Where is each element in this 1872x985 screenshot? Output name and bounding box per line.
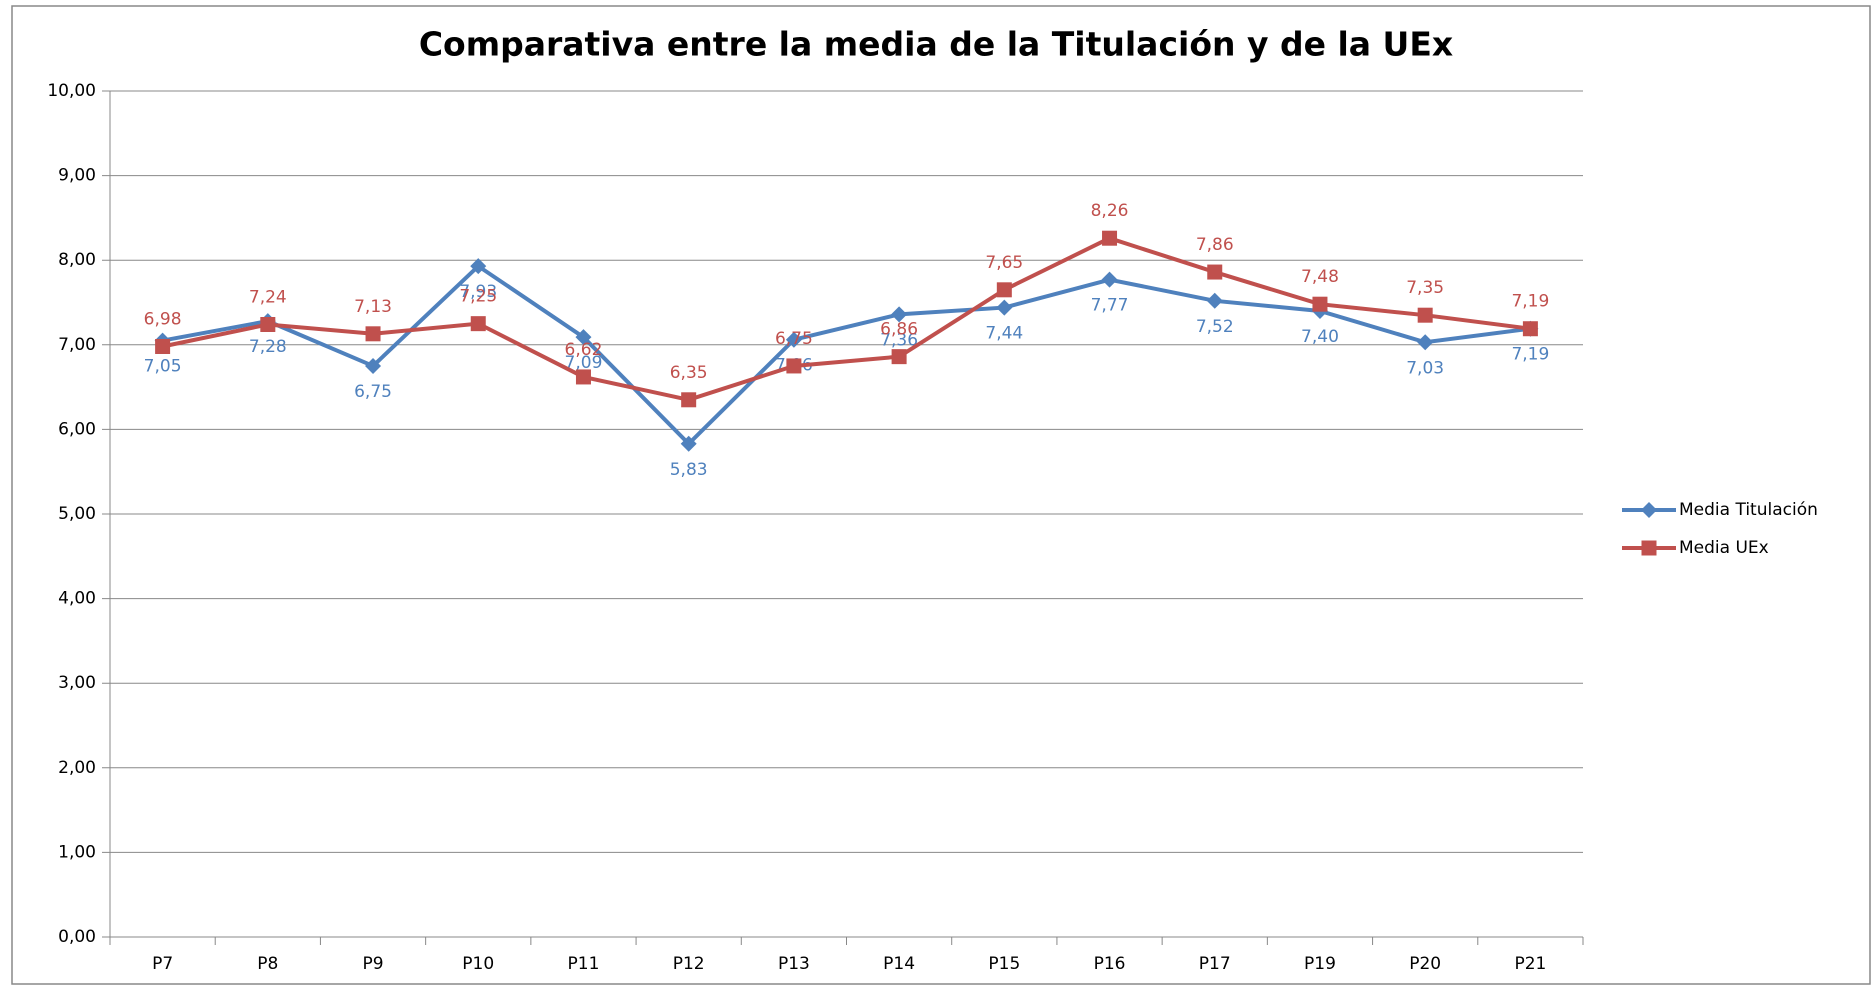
data-label: 7,40	[1301, 327, 1339, 347]
data-point	[575, 329, 592, 346]
chart-frame	[11, 5, 1871, 985]
y-tick-label: 7,00	[58, 335, 96, 355]
data-label: 6,35	[670, 363, 708, 383]
data-point	[260, 316, 276, 332]
data-point	[891, 306, 908, 323]
x-tick-label: P10	[462, 954, 494, 974]
y-tick-label: 1,00	[58, 842, 96, 862]
x-tick-label: P16	[1094, 954, 1126, 974]
data-point	[155, 338, 171, 354]
data-point	[996, 282, 1012, 298]
legend-marker	[1641, 502, 1657, 518]
data-label: 8,26	[1091, 201, 1129, 221]
data-label: 6,75	[775, 329, 813, 349]
data-label: 6,62	[565, 340, 603, 360]
y-tick-label: 2,00	[58, 758, 96, 778]
x-tick-label: P7	[152, 954, 173, 974]
y-tick-label: 5,00	[58, 504, 96, 524]
data-label: 5,83	[670, 460, 708, 480]
chart-title: Comparativa entre la media de la Titulac…	[419, 25, 1453, 64]
data-point	[470, 316, 486, 332]
data-point	[1207, 264, 1223, 280]
data-label: 7,36	[880, 330, 918, 350]
data-point	[365, 357, 382, 374]
data-point	[891, 349, 907, 365]
x-tick-label: P17	[1199, 954, 1231, 974]
x-tick-label: P21	[1514, 954, 1546, 974]
y-tick-label: 3,00	[58, 673, 96, 693]
data-label: 7,19	[1511, 345, 1549, 365]
data-label: 7,86	[1196, 235, 1234, 255]
data-point	[1417, 307, 1433, 323]
data-point	[1101, 271, 1118, 288]
data-label: 6,98	[144, 309, 182, 329]
x-tick-label: P12	[673, 954, 705, 974]
data-label: 7,48	[1301, 267, 1339, 287]
x-tick-label: P11	[568, 954, 600, 974]
y-tick-label: 8,00	[58, 250, 96, 270]
data-point	[785, 331, 802, 348]
data-label: 7,24	[249, 287, 287, 307]
data-point	[681, 392, 697, 408]
data-label: 7,25	[459, 287, 497, 307]
y-tick-label: 6,00	[58, 419, 96, 439]
data-label: 7,28	[249, 337, 287, 357]
data-label: 7,44	[985, 324, 1023, 344]
series-line	[162, 263, 1531, 447]
data-label: 7,19	[1511, 292, 1549, 312]
data-point	[575, 369, 591, 385]
data-label: 6,75	[354, 382, 392, 402]
data-point	[1102, 230, 1118, 246]
data-label: 7,52	[1196, 317, 1234, 337]
x-tick-label: P15	[988, 954, 1020, 974]
y-tick-label: 0,00	[58, 927, 96, 947]
x-tick-label: P8	[257, 954, 278, 974]
x-tick-label: P9	[362, 954, 383, 974]
data-point	[365, 326, 381, 342]
data-label: 7,35	[1406, 278, 1444, 298]
data-label: 7,77	[1091, 296, 1129, 316]
data-point	[1206, 292, 1223, 309]
data-point	[680, 435, 697, 452]
data-point	[1522, 321, 1538, 337]
data-label: 7,03	[1406, 358, 1444, 378]
legend-label: Media Titulación	[1679, 500, 1818, 520]
data-label: 7,65	[985, 253, 1023, 273]
y-tick-label: 10,00	[47, 81, 96, 101]
data-label: 7,13	[354, 297, 392, 317]
x-tick-label: P14	[883, 954, 915, 974]
data-label: 7,09	[565, 353, 603, 373]
y-tick-label: 9,00	[58, 166, 96, 186]
data-point	[470, 258, 487, 275]
data-point	[1312, 296, 1328, 312]
legend-marker	[1641, 540, 1657, 556]
data-point	[1417, 334, 1434, 351]
data-point	[996, 299, 1013, 316]
y-tick-label: 4,00	[58, 589, 96, 609]
legend-label: Media UEx	[1679, 538, 1769, 558]
data-label: 7,05	[144, 357, 182, 377]
x-tick-label: P20	[1409, 954, 1441, 974]
data-label: 7,93	[459, 282, 497, 302]
data-point	[786, 358, 802, 374]
series-line	[162, 236, 1531, 402]
x-tick-label: P19	[1304, 954, 1336, 974]
data-label: 6,86	[880, 320, 918, 340]
x-tick-label: P13	[778, 954, 810, 974]
